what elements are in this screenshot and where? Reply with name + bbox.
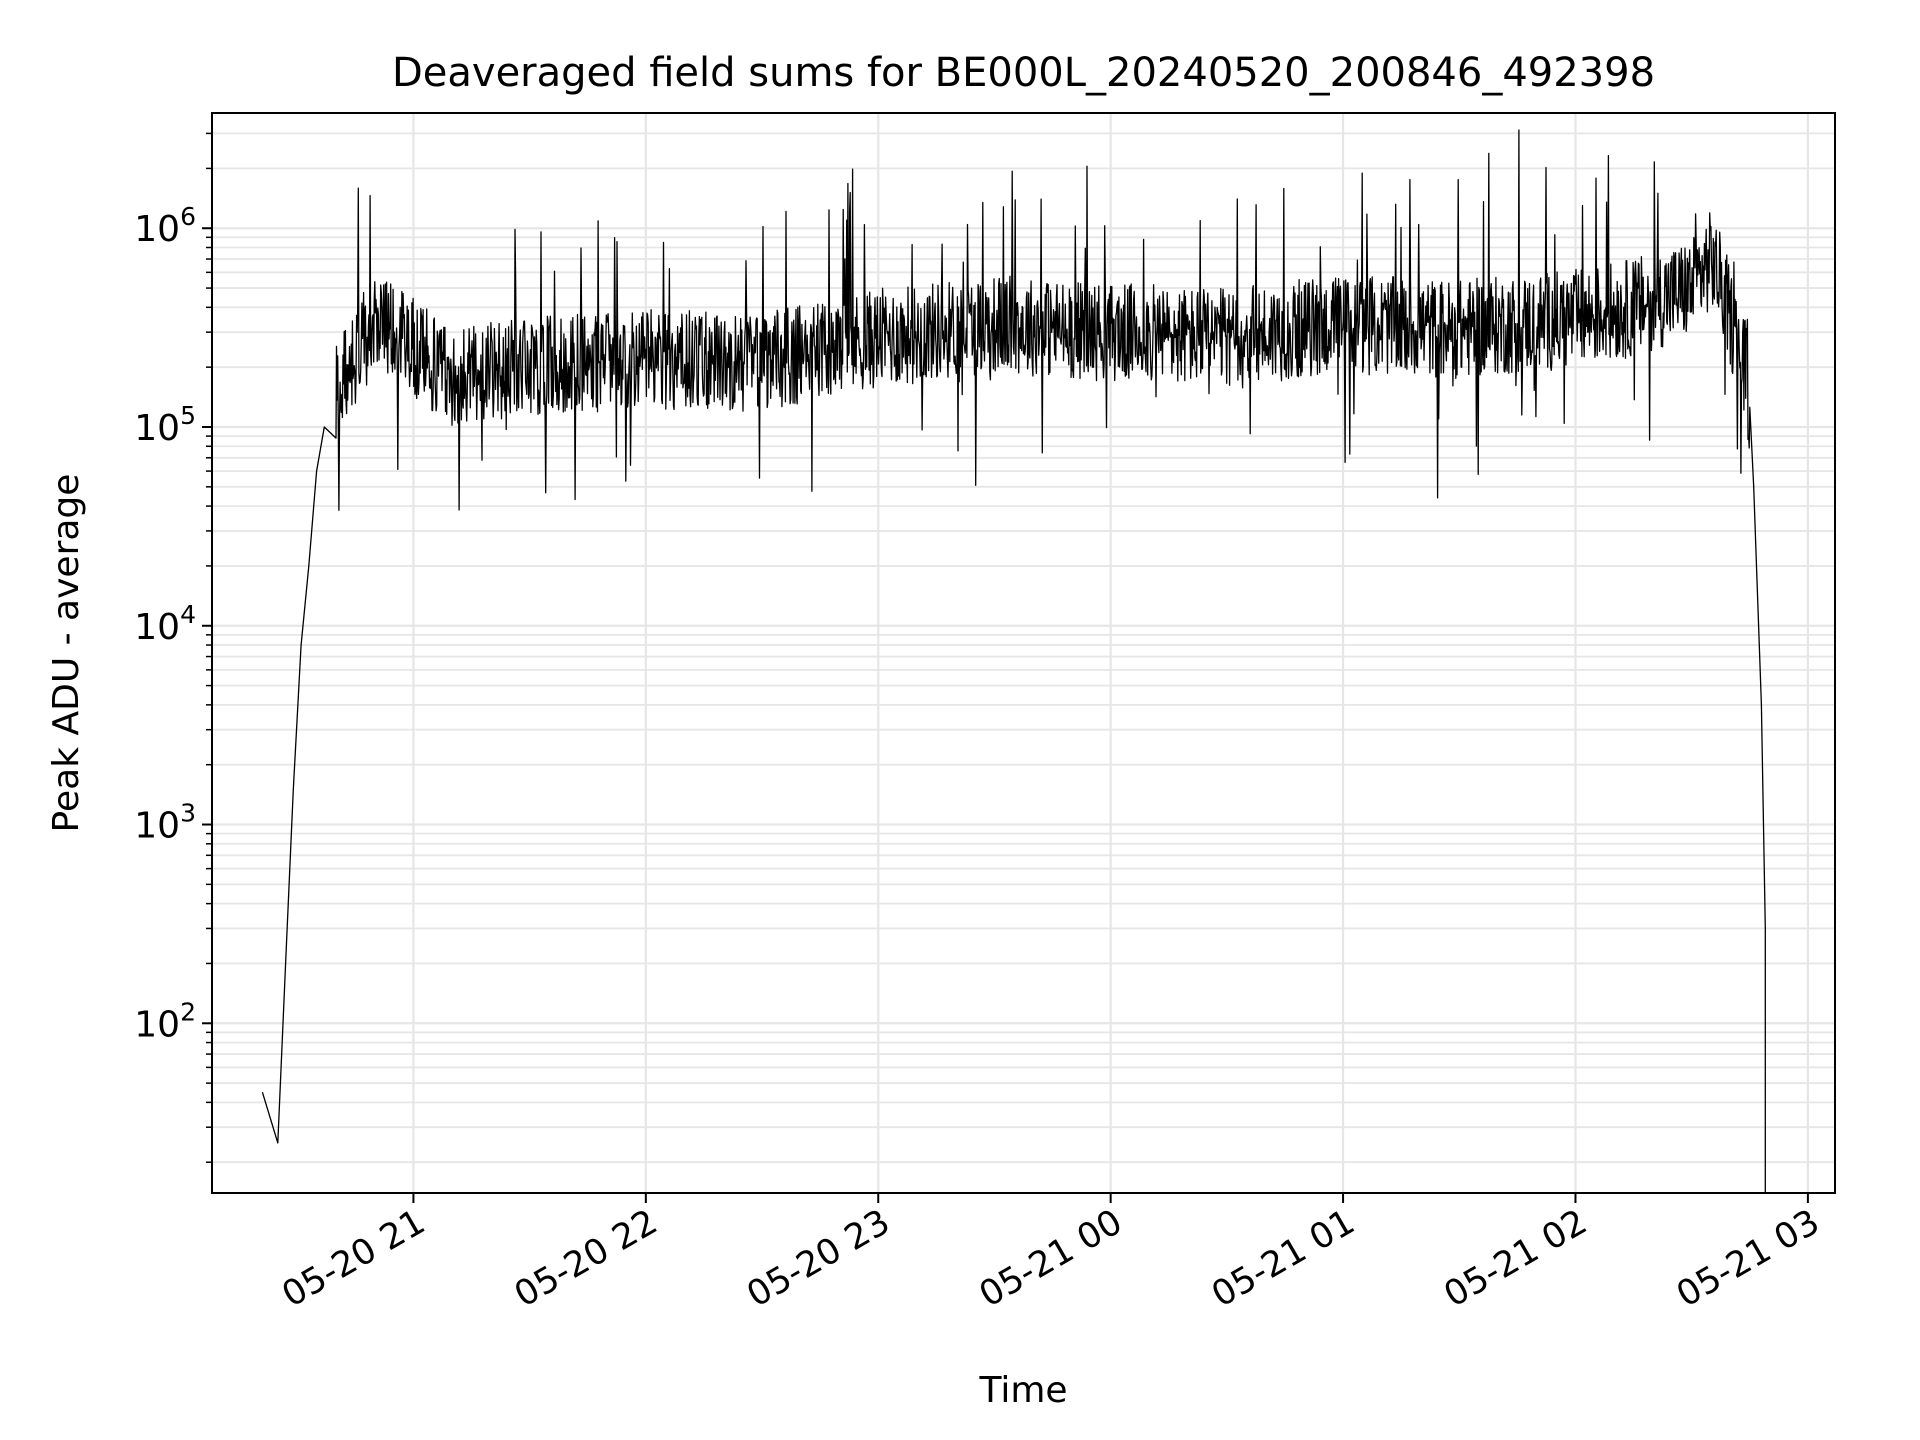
y-tick-label: 103 [134,799,196,847]
x-tick-label: 05-20 23 [740,1202,896,1315]
x-tick-label: 05-21 01 [1205,1202,1361,1315]
x-tick-label: 05-20 21 [276,1202,432,1315]
x-tick-label: 05-21 03 [1670,1202,1826,1315]
y-tick-label: 105 [134,401,196,449]
x-axis-label: Time [978,1370,1067,1411]
y-tick-label: 104 [134,600,196,648]
plot-frame [211,112,1836,1194]
grid-layer [212,113,1835,1193]
x-tick-label: 05-20 22 [508,1202,664,1315]
data-line [261,129,1766,1193]
x-tick-label: 05-21 00 [973,1202,1129,1315]
chart-title: Deaveraged field sums for BE000L_2024052… [392,50,1655,96]
x-tick-label: 05-21 02 [1438,1202,1594,1315]
y-axis-label: Peak ADU - average [46,474,87,833]
y-tick-label: 106 [134,202,196,250]
data-line-layer [261,129,1766,1193]
y-tick-label: 102 [134,997,196,1045]
